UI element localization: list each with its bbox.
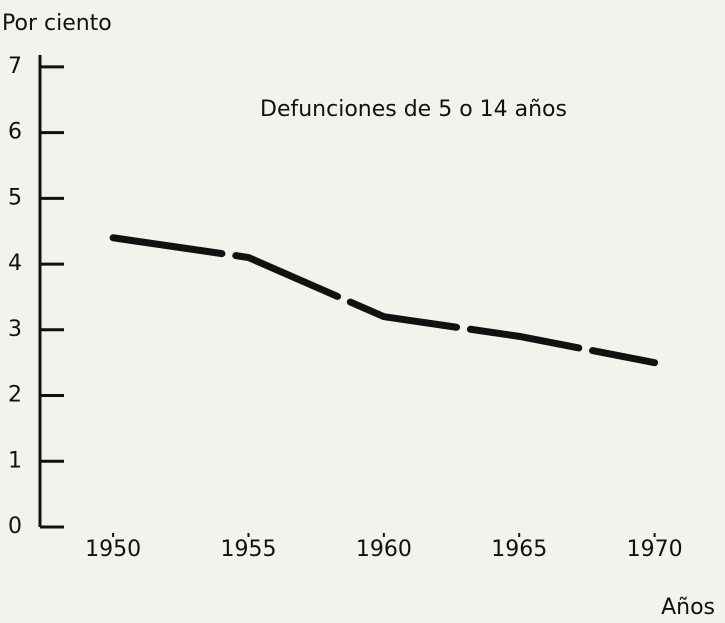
x-tick-label: 1955 bbox=[220, 537, 276, 562]
x-tick-label: 1960 bbox=[356, 537, 412, 562]
chart-title: Defunciones de 5 o 14 años bbox=[260, 97, 567, 122]
y-tick-label: 3 bbox=[8, 317, 22, 342]
y-tick-label: 0 bbox=[8, 514, 22, 539]
y-axis-label: Por ciento bbox=[2, 11, 112, 36]
y-tick-label: 6 bbox=[8, 120, 22, 145]
y-tick-label: 5 bbox=[8, 185, 22, 210]
x-tick-label: 1970 bbox=[627, 537, 683, 562]
x-tick-label: 1965 bbox=[491, 537, 547, 562]
x-axis-label: Años bbox=[661, 595, 715, 620]
y-tick-label: 7 bbox=[8, 54, 22, 79]
y-tick-label: 1 bbox=[8, 448, 22, 473]
y-tick-label: 2 bbox=[8, 383, 22, 408]
y-tick-label: 4 bbox=[8, 251, 22, 276]
data-line bbox=[109, 234, 659, 367]
x-tick-label: 1950 bbox=[85, 537, 141, 562]
